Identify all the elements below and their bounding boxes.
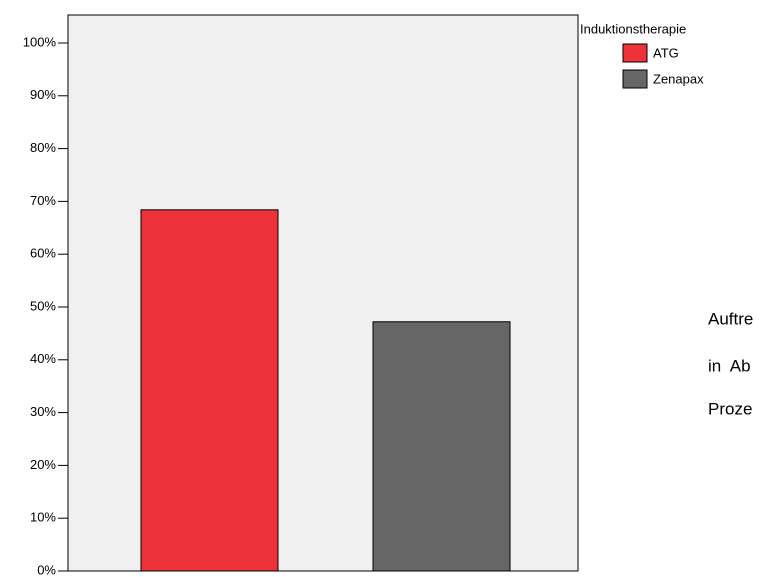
annotation: in Ab — [708, 356, 751, 375]
y-tick-label: 60% — [30, 246, 56, 261]
y-tick-label: 70% — [30, 193, 56, 208]
annotation: Proze — [708, 399, 752, 418]
y-tick-label: 30% — [30, 404, 56, 419]
y-tick-label: 40% — [30, 351, 56, 366]
legend-swatch — [622, 43, 648, 63]
bar — [140, 209, 279, 572]
legend-swatch — [622, 69, 648, 89]
legend-title: Induktionstherapie — [580, 21, 686, 36]
y-tick-label: 50% — [30, 298, 56, 313]
y-tick-label: 100% — [23, 34, 57, 49]
y-tick-label: 10% — [30, 510, 56, 525]
bar — [372, 321, 511, 572]
annotation: Auftre — [708, 309, 753, 328]
y-tick-label: 20% — [30, 457, 56, 472]
y-tick-label: 80% — [30, 140, 56, 155]
legend-label: ATG — [653, 45, 679, 60]
y-tick-label: 0% — [37, 562, 56, 577]
legend-label: Zenapax — [653, 71, 704, 86]
y-tick-label: 90% — [30, 87, 56, 102]
